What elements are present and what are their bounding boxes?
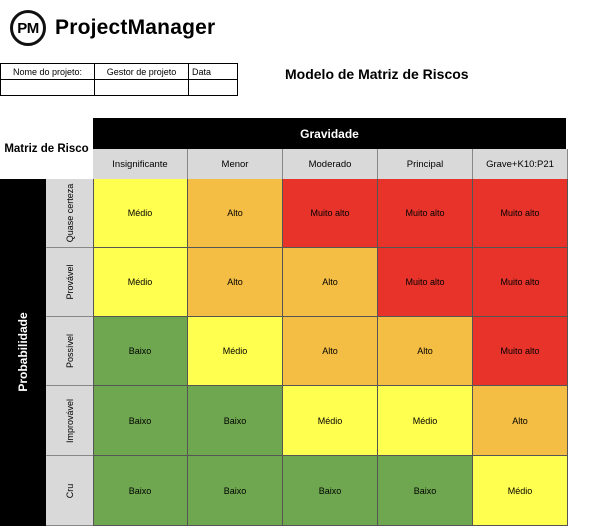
risk-cell-baixo: Baixo (93, 456, 188, 526)
risk-cell-muitoalto: Muito alto (473, 179, 568, 248)
probability-bar (0, 179, 46, 526)
severity-column-insignificante: Insignificante (93, 149, 188, 179)
row-label: Provável (64, 264, 75, 300)
project-info-table: Nome do projeto: Gestor de projeto Data (0, 63, 238, 96)
probability-row-possivel: Possível (46, 317, 93, 386)
risk-cell-alto: Alto (473, 386, 568, 456)
date-value[interactable] (188, 79, 238, 96)
probability-row-provavel: Provável (46, 248, 93, 317)
logo-name: ProjectManager (55, 16, 216, 39)
matrix-label: Matriz de Risco (0, 118, 93, 179)
probability-row-quase-certeza: Quase certeza (46, 179, 93, 248)
probability-row-cru: Cru (46, 456, 93, 526)
project-info-value-row (0, 79, 238, 96)
risk-cell-muitoalto: Muito alto (473, 317, 568, 386)
project-manager-label: Gestor de projeto (94, 63, 189, 80)
risk-cell-muitoalto: Muito alto (473, 248, 568, 317)
risk-cell-muitoalto: Muito alto (378, 248, 473, 317)
project-name-value[interactable] (0, 79, 95, 96)
risk-cell-alto: Alto (283, 317, 378, 386)
row-label: Cru (64, 483, 75, 498)
risk-cell-alto: Alto (188, 179, 283, 248)
risk-cell-muitoalto: Muito alto (378, 179, 473, 248)
risk-cell-alto: Alto (378, 317, 473, 386)
risk-cell-medio: Médio (93, 248, 188, 317)
page-title: Modelo de Matriz de Riscos (285, 66, 469, 82)
risk-cell-baixo: Baixo (188, 456, 283, 526)
severity-header: Gravidade (93, 118, 566, 149)
probability-header: Probabilidade (16, 312, 30, 392)
grid-left-rule (93, 179, 94, 526)
project-manager-value[interactable] (94, 79, 189, 96)
projectmanager-logo: PM ProjectManager (10, 10, 215, 46)
risk-cell-alto: Alto (188, 248, 283, 317)
risk-cell-baixo: Baixo (93, 317, 188, 386)
risk-cell-baixo: Baixo (93, 386, 188, 456)
risk-cell-alto: Alto (283, 248, 378, 317)
date-label: Data (188, 63, 238, 80)
project-info-header-row: Nome do projeto: Gestor de projeto Data (0, 63, 238, 80)
severity-column-grave: Grave+K10:P21 (473, 149, 568, 179)
row-label: Possível (64, 333, 75, 369)
risk-cell-baixo: Baixo (378, 456, 473, 526)
severity-column-menor: Menor (188, 149, 283, 179)
severity-column-principal: Principal (378, 149, 473, 179)
risk-cell-muitoalto: Muito alto (283, 179, 378, 248)
risk-cell-medio: Médio (378, 386, 473, 456)
risk-cell-baixo: Baixo (188, 386, 283, 456)
risk-cell-medio: Médio (283, 386, 378, 456)
logo-mark: PM (10, 10, 46, 46)
risk-cell-medio: Médio (93, 179, 188, 248)
risk-cell-medio: Médio (188, 317, 283, 386)
probability-row-improvavel: Improvável (46, 386, 93, 456)
risk-cell-baixo: Baixo (283, 456, 378, 526)
severity-column-moderado: Moderado (283, 149, 378, 179)
project-name-label: Nome do projeto: (0, 63, 95, 80)
row-label: Improvável (64, 398, 75, 443)
row-label: Quase certeza (64, 183, 75, 243)
risk-cell-medio: Médio (473, 456, 568, 526)
